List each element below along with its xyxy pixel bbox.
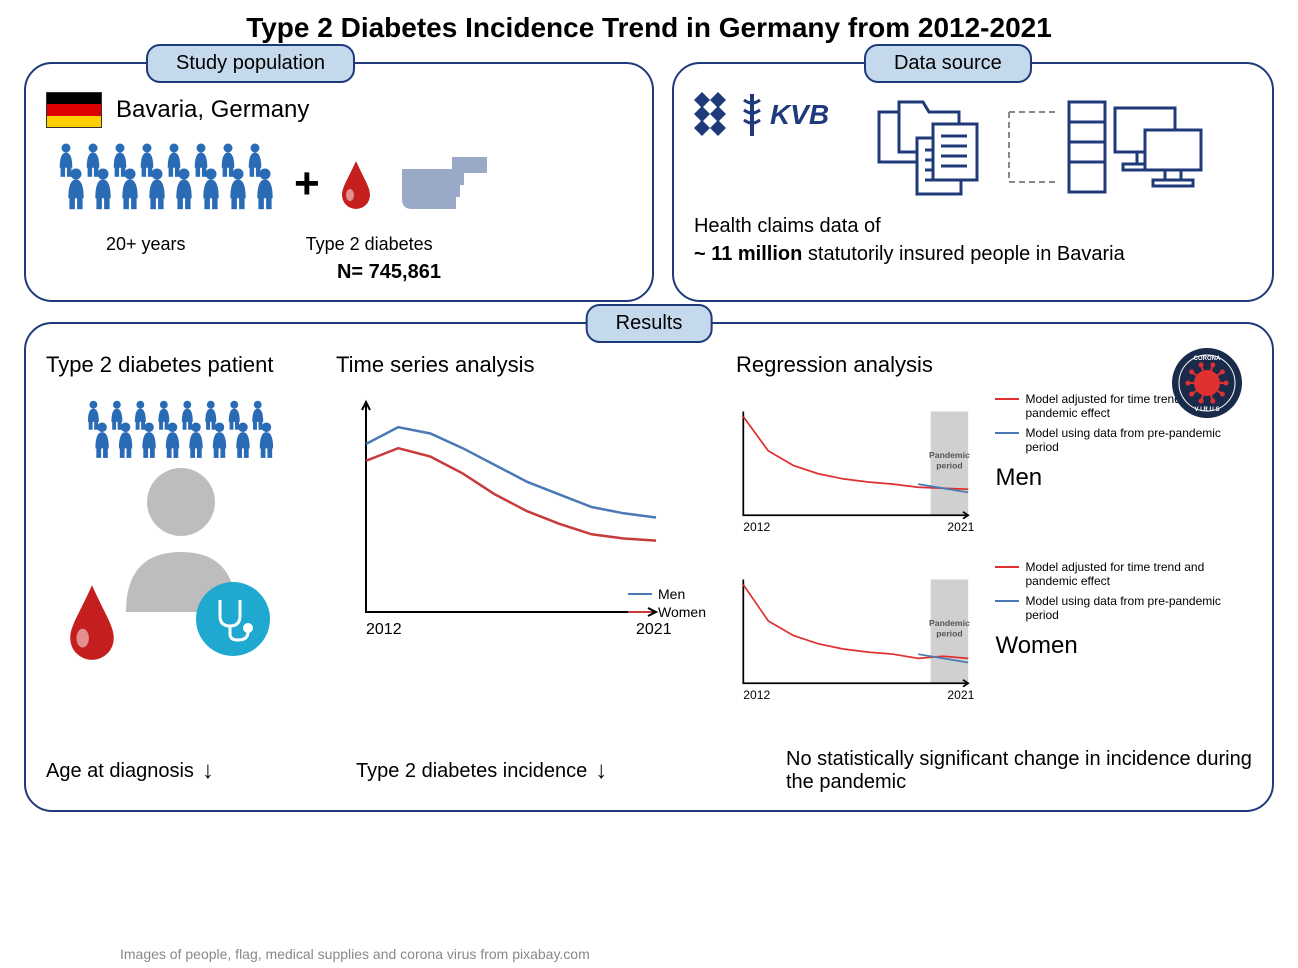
results-panel: Results Type 2 diabetes patient	[24, 322, 1274, 812]
finding-incidence: Type 2 diabetes incidence↓	[356, 748, 736, 794]
flag-stripe	[47, 93, 101, 104]
svg-text:period: period	[936, 629, 962, 639]
svg-text:Pandemic: Pandemic	[929, 618, 970, 628]
data-source-label: Data source	[864, 44, 1032, 83]
svg-text:2021: 2021	[947, 688, 974, 702]
stethoscope-badge-icon	[196, 582, 270, 656]
condition-text: Type 2 diabetes	[306, 234, 433, 255]
svg-text:2012: 2012	[366, 621, 402, 638]
down-arrow-icon: ↓	[202, 757, 214, 785]
results-label: Results	[586, 304, 713, 343]
image-credit-text: Images of people, flag, medical supplies…	[120, 946, 590, 962]
coronavirus-badge-icon: CORONA V I R U S	[1172, 348, 1242, 418]
patient-illustration	[46, 392, 306, 662]
svg-text:period: period	[936, 461, 962, 471]
folders-icon	[869, 92, 999, 202]
server-computers-icon	[1065, 92, 1205, 202]
svg-text:2021: 2021	[947, 520, 974, 534]
finding-age: Age at diagnosis↓	[46, 748, 306, 794]
svg-text:2021: 2021	[636, 621, 672, 638]
svg-text:V I R U S: V I R U S	[1194, 407, 1219, 413]
kvb-diamond-icon	[694, 92, 734, 138]
study-population-label: Study population	[146, 44, 355, 83]
svg-text:2012: 2012	[743, 520, 770, 534]
dashed-link-icon	[1007, 102, 1057, 192]
pointing-hand-icon	[392, 139, 502, 229]
blood-drop-icon	[338, 159, 374, 209]
plus-icon: +	[294, 159, 320, 209]
caduceus-icon	[740, 92, 764, 138]
location-text: Bavaria, Germany	[116, 96, 309, 124]
sample-size-text: N= 745,861	[146, 261, 632, 284]
results-col2-title: Time series analysis	[336, 352, 716, 378]
svg-text:CORONA: CORONA	[1194, 356, 1221, 362]
timeseries-chart: 2012 2021 Men Women	[336, 392, 716, 652]
page-title: Type 2 Diabetes Incidence Trend in Germa…	[24, 12, 1274, 44]
study-population-panel: Study population Bavaria, Germany + 20+ …	[24, 62, 654, 302]
regression-chart-women: Pandemicperiod20122021 Model adjusted fo…	[726, 560, 1252, 720]
timeseries-legend: Men Women	[628, 584, 706, 622]
finding-pandemic: No statistically significant change in i…	[786, 748, 1252, 794]
results-col1-title: Type 2 diabetes patient	[46, 352, 326, 378]
kvb-logo-text: KVB	[770, 99, 829, 131]
svg-text:Pandemic: Pandemic	[929, 450, 970, 460]
down-arrow-icon: ↓	[595, 757, 607, 785]
flag-stripe	[47, 104, 101, 115]
blood-drop-icon	[64, 582, 120, 660]
flag-stripe	[47, 116, 101, 127]
age-criteria-text: 20+ years	[106, 234, 186, 255]
data-source-caption: Health claims data of ~ 11 million statu…	[694, 212, 1252, 268]
data-source-panel: Data source KVB	[672, 62, 1274, 302]
germany-flag-icon	[46, 92, 102, 128]
svg-text:2012: 2012	[743, 688, 770, 702]
crowd-icon	[46, 134, 276, 234]
kvb-logo: KVB	[694, 92, 829, 138]
